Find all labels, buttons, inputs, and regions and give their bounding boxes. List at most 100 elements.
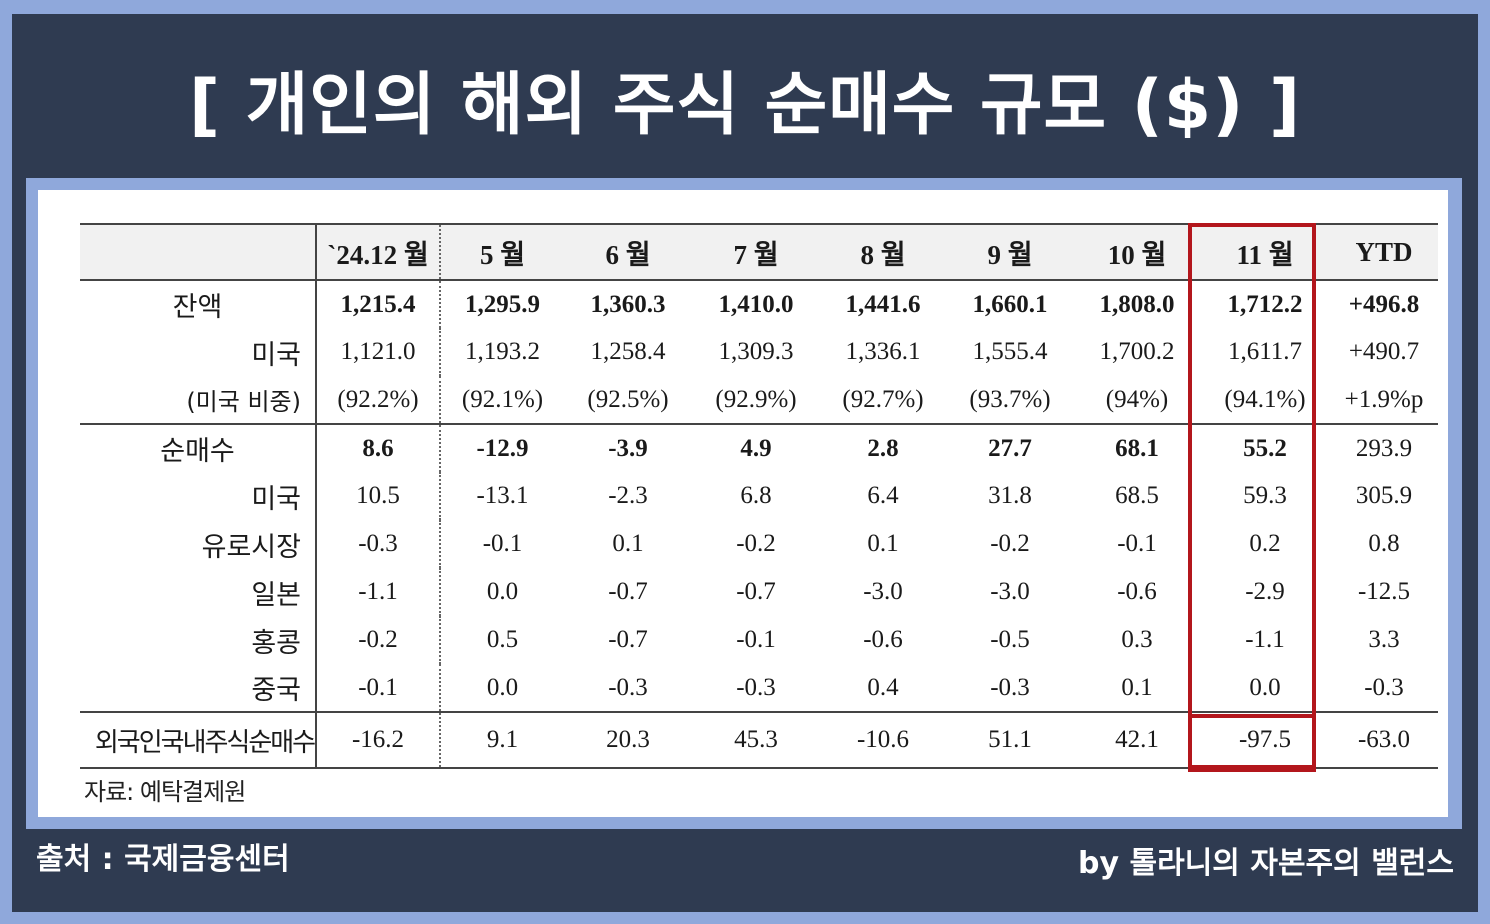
table-cell: -16.2 bbox=[316, 711, 441, 769]
table-cell: 42.1 bbox=[1074, 711, 1200, 769]
table-cell: (92.7%) bbox=[842, 385, 924, 413]
table-cell: 1,309.3 bbox=[718, 338, 794, 365]
header-cell: 11 월 bbox=[1200, 223, 1330, 281]
table-row: 유로시장 -0.3 -0.1 0.1 -0.2 0.1 -0.2 -0.1 0.2 0.8 bbox=[80, 520, 1438, 568]
header-cell: 5 월 bbox=[440, 223, 564, 281]
table-cell: 1,295.9 bbox=[465, 290, 540, 318]
table-cell: -2.9 bbox=[1245, 578, 1285, 605]
table-cell: 0.0 bbox=[486, 673, 519, 701]
row-label: 외국인국내주식순매수 bbox=[80, 711, 317, 769]
table-cell: 68.5 bbox=[1115, 482, 1159, 509]
page-title: [ 개인의 해외 주식 순매수 규모 ($) ] bbox=[188, 66, 1302, 145]
header-cell: 6 월 bbox=[564, 223, 692, 281]
table-cell: -0.1 bbox=[1117, 530, 1157, 557]
table-cell: 1,360.3 bbox=[590, 290, 666, 318]
table-cell: 305.9 bbox=[1355, 482, 1413, 509]
table-row: 일본 -1.1 0.0 -0.7 -0.7 -3.0 -3.0 -0.6 -2.9 -12.5 bbox=[80, 568, 1438, 616]
table-row: 잔액 1,215.4 1,295.9 1,360.3 1,410.0 1,441.6 1,6… bbox=[80, 280, 1438, 328]
table-cell: 1,193.2 bbox=[465, 338, 540, 365]
table-cell: 1,712.2 bbox=[1227, 290, 1303, 318]
table-panel: `24.12 월 5 월 6 월 7 월 8 월 9 월 10 월 11 월 Y… bbox=[38, 190, 1448, 817]
table-cell: -3.0 bbox=[990, 578, 1030, 605]
table-cell: -0.3 bbox=[316, 520, 441, 568]
table-cell: 1,336.1 bbox=[845, 338, 921, 365]
table-cell: 20.3 bbox=[564, 711, 692, 769]
table-cell: -1.1 bbox=[1245, 626, 1285, 653]
table-cell: -2.3 bbox=[608, 482, 648, 509]
table-cell: 1,121.0 bbox=[316, 328, 441, 376]
table-cell: 8.6 bbox=[316, 423, 441, 472]
table-row: 미국 10.5 -13.1 -2.3 6.8 6.4 31.8 68.5 59.3 305.9 bbox=[80, 472, 1438, 520]
table-cell: -63.0 bbox=[1330, 711, 1438, 769]
table-cell: 1,808.0 bbox=[1099, 290, 1175, 318]
footer-credit: by 톨라니의 자본주의 밸런스 bbox=[1078, 846, 1454, 881]
row-label: 유로시장 bbox=[80, 520, 317, 568]
table-row: 순매수 8.6 -12.9 -3.9 4.9 2.8 27.7 68.1 55.2 293.9 bbox=[80, 423, 1438, 472]
table-cell: 6.4 bbox=[867, 482, 899, 509]
header-cell: 9 월 bbox=[946, 223, 1074, 281]
header-cell: YTD bbox=[1330, 223, 1438, 281]
table-cell: 1,611.7 bbox=[1227, 338, 1303, 365]
table-cell: 55.2 bbox=[1200, 423, 1330, 472]
table-row: 홍콩 -0.2 0.5 -0.7 -0.1 -0.6 -0.5 0.3 -1.1 3.3 bbox=[80, 616, 1438, 664]
table-cell: 1,410.0 bbox=[718, 290, 794, 318]
table-cell: 1,660.1 bbox=[972, 290, 1048, 318]
table-cell: -0.2 bbox=[736, 530, 776, 557]
table-cell: (92.1%) bbox=[461, 385, 544, 413]
table-cell: -3.0 bbox=[863, 578, 903, 605]
table-cell: 293.9 bbox=[1330, 423, 1438, 472]
table-cell: -0.3 bbox=[990, 673, 1030, 701]
table-cell: 0.1 bbox=[867, 530, 899, 557]
table-cell: 1,555.4 bbox=[972, 338, 1048, 365]
table-cell: (92.2%) bbox=[316, 376, 441, 424]
table-cell: 31.8 bbox=[988, 482, 1032, 509]
table-cell: 0.1 bbox=[612, 530, 644, 557]
row-label: 중국 bbox=[80, 664, 317, 712]
table-cell: 1,441.6 bbox=[845, 290, 921, 318]
table-cell: -0.7 bbox=[736, 578, 776, 605]
table-cell: -0.3 bbox=[1364, 673, 1404, 701]
table-cell: 0.4 bbox=[867, 673, 899, 701]
table-cell: -0.2 bbox=[316, 616, 441, 664]
table-cell: +496.8 bbox=[1348, 290, 1420, 318]
row-label: 미국 bbox=[80, 328, 317, 376]
table-cell: -13.1 bbox=[476, 482, 529, 509]
table-cell: -1.1 bbox=[316, 568, 441, 616]
table-row: 중국 -0.1 0.0 -0.3 -0.3 0.4 -0.3 0.1 0.0 -0.3 bbox=[80, 664, 1438, 712]
header-row: `24.12 월 5 월 6 월 7 월 8 월 9 월 10 월 11 월 Y… bbox=[80, 223, 1438, 281]
table-cell: -12.9 bbox=[440, 423, 564, 472]
table-cell: -0.6 bbox=[1117, 578, 1157, 605]
table-cell: 1,215.4 bbox=[316, 280, 441, 328]
table-cell: -97.5 bbox=[1200, 711, 1330, 769]
table-cell: (92.9%) bbox=[715, 385, 797, 413]
table-cell: -0.1 bbox=[482, 530, 523, 557]
table-cell: 6.8 bbox=[740, 482, 772, 509]
table-cell: +1.9%p bbox=[1344, 385, 1424, 413]
table-cell: 0.1 bbox=[1121, 673, 1153, 701]
table-cell: 0.8 bbox=[1368, 530, 1400, 557]
header-cell: 10 월 bbox=[1074, 223, 1200, 281]
table-row: 외국인국내주식순매수 -16.2 9.1 20.3 45.3 -10.6 51.1 42.1-… bbox=[80, 711, 1438, 769]
table-cell: -3.9 bbox=[564, 423, 692, 472]
table-cell: 51.1 bbox=[946, 711, 1074, 769]
header-cell bbox=[80, 223, 317, 281]
table-cell: 9.1 bbox=[440, 711, 564, 769]
table-cell: -0.1 bbox=[316, 664, 441, 712]
table-cell: 1,258.4 bbox=[590, 338, 666, 365]
table-cell: -0.5 bbox=[990, 626, 1030, 653]
table-cell: -0.2 bbox=[990, 530, 1030, 557]
table-cell: 68.1 bbox=[1074, 423, 1200, 472]
table-cell: -10.6 bbox=[820, 711, 946, 769]
table-cell: -0.6 bbox=[863, 626, 903, 653]
row-label: 홍콩 bbox=[80, 616, 317, 664]
table-cell: 10.5 bbox=[316, 472, 441, 520]
table-cell: -12.5 bbox=[1357, 578, 1411, 605]
table-cell: 2.8 bbox=[820, 423, 946, 472]
table-cell: 0.3 bbox=[1121, 626, 1153, 653]
table-cell: 3.3 bbox=[1368, 626, 1400, 653]
table-cell: 59.3 bbox=[1243, 482, 1287, 509]
table-cell: 0.0 bbox=[1249, 673, 1281, 701]
table-row: 미국 1,121.0 1,193.2 1,258.4 1,309.3 1,336.1 1,5… bbox=[80, 328, 1438, 376]
table-cell: 4.9 bbox=[692, 423, 820, 472]
header-cell: `24.12 월 bbox=[316, 223, 441, 281]
